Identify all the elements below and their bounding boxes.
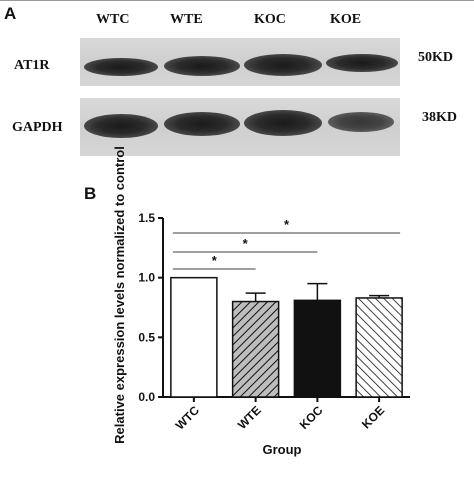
x-tick-label-koc: KOC — [297, 403, 326, 432]
chart-labels: Relative expression levels normalized to… — [112, 146, 302, 457]
significance-brackets: * * * — [172, 217, 401, 270]
y-tick-label-0: 0.0 — [138, 390, 155, 404]
panel-b-letter: B — [84, 184, 97, 203]
band-at1r-koc — [244, 54, 322, 76]
size-label-at1r: 50KD — [418, 50, 453, 65]
blot-at1r — [80, 38, 400, 86]
band-gapdh-koc — [244, 110, 322, 136]
bar-koc — [293, 299, 342, 398]
significance-star-0: * — [212, 253, 218, 268]
x-tick-label-wtc: WTC — [173, 403, 202, 432]
panel-a-letter: A — [4, 4, 17, 23]
x-axis-label: Group — [263, 442, 302, 457]
bar-wtc — [170, 276, 218, 398]
band-at1r-koe — [326, 54, 398, 72]
bar-wte — [231, 300, 280, 398]
blot-gapdh — [80, 98, 400, 156]
lane-label-koe: KOE — [330, 12, 362, 27]
row-label-gapdh: GAPDH — [12, 120, 63, 135]
x-tick-label-koe: KOE — [359, 403, 387, 431]
lane-label-koc: KOC — [254, 12, 286, 27]
y-axis-label-line-1: Relative expression levels normalized to… — [112, 146, 127, 444]
band-gapdh-wte — [164, 112, 240, 136]
significance-star-1: * — [243, 236, 249, 251]
band-at1r-wtc — [84, 58, 158, 76]
top-rule — [0, 0, 474, 1]
y-tick-label-3: 1.5 — [138, 211, 155, 225]
y-tick-label-1: 0.5 — [138, 330, 155, 344]
bar-koe — [355, 297, 403, 398]
lane-label-wtc: WTC — [96, 12, 130, 27]
row-label-at1r: AT1R — [14, 58, 50, 73]
band-gapdh-koe — [328, 112, 394, 132]
x-tick-label-wte: WTE — [235, 403, 264, 432]
lane-label-wte: WTE — [170, 12, 203, 27]
band-gapdh-wtc — [84, 114, 158, 138]
band-at1r-wte — [164, 56, 240, 76]
size-label-gapdh: 38KD — [422, 110, 457, 125]
chart-bars — [170, 276, 403, 398]
y-tick-label-2: 1.0 — [138, 271, 155, 285]
significance-star-2: * — [284, 217, 290, 232]
